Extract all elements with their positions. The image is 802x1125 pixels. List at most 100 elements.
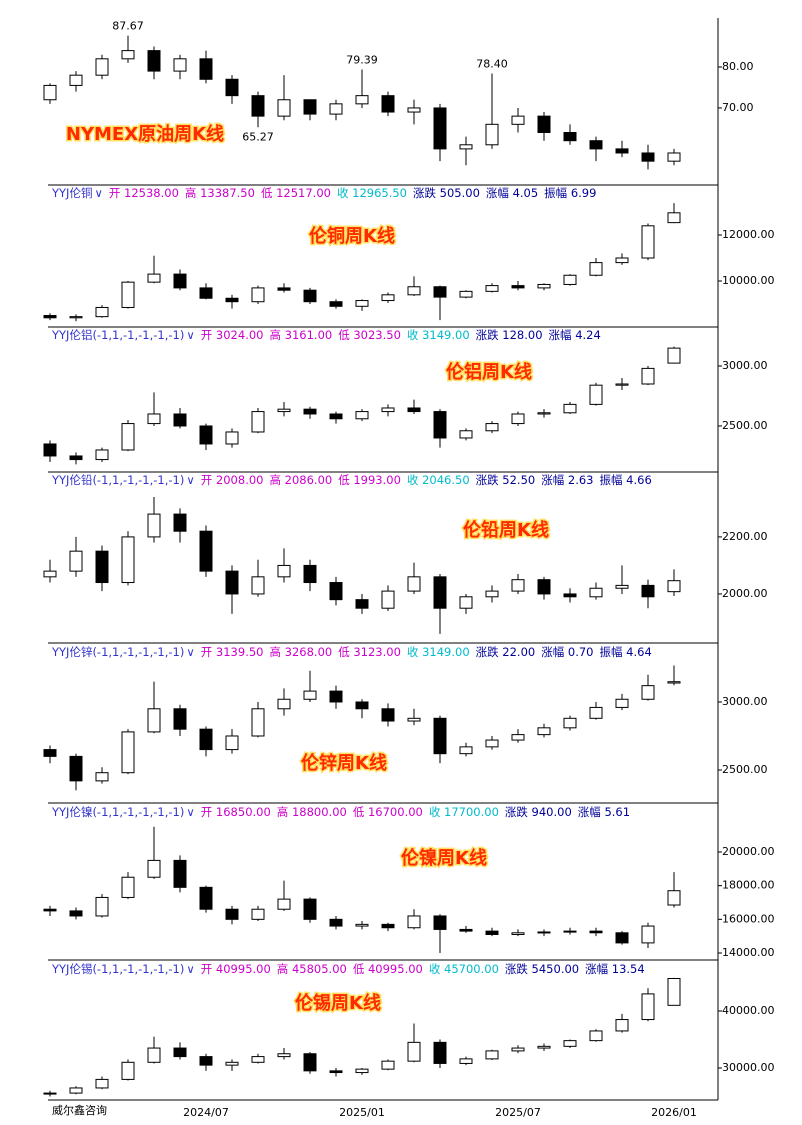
dropdown[interactable]: ∨ [186, 962, 195, 976]
field-label: 涨跌 [475, 473, 499, 487]
field: 开 40995.00 [201, 962, 271, 977]
field-label: 收 [406, 645, 419, 659]
field-label: 低 [352, 805, 365, 819]
candle-body [433, 576, 447, 609]
candle-body [511, 115, 525, 125]
field-label: 振幅 [599, 645, 623, 659]
candle-body [251, 95, 265, 117]
field: 涨幅 4.05 [486, 186, 538, 201]
candle-body [537, 283, 551, 289]
candle-body [147, 273, 161, 283]
candle-body [43, 749, 57, 757]
y-tick-label: 40000.00 [722, 1004, 775, 1017]
field-label: 涨跌 [504, 962, 528, 976]
candle-body [537, 931, 551, 934]
dropdown[interactable]: ∨ [186, 328, 195, 342]
candle-body [485, 590, 499, 598]
candle-body [251, 1056, 265, 1063]
candle-body [95, 550, 109, 584]
candle-body [69, 910, 83, 917]
candle-body [459, 928, 473, 932]
field-value: 0.70 [567, 645, 594, 659]
field-label: 低 [338, 645, 350, 659]
candle-body [459, 1058, 473, 1064]
candle-body [69, 755, 83, 782]
field-value: 3149.00 [422, 328, 470, 342]
field: 涨跌 5450.00 [505, 962, 579, 977]
field-label: 低 [338, 473, 350, 487]
field-value: 18800.00 [291, 805, 347, 819]
candle-body [407, 576, 421, 592]
dropdown[interactable]: ∨ [186, 645, 195, 659]
dropdown[interactable]: ∨ [94, 186, 103, 200]
field: 高 13387.50 [185, 186, 255, 201]
candle-body [303, 289, 317, 303]
field: 收 12965.50 [337, 186, 407, 201]
candle-body [563, 593, 577, 598]
candle-body [667, 978, 681, 1006]
field-label: 开 [200, 962, 213, 976]
candle-body [69, 316, 83, 319]
candle-body [355, 599, 369, 609]
field-value: 3149.00 [422, 645, 470, 659]
candle-body [173, 58, 187, 72]
candle-body [511, 285, 525, 289]
y-tick-label: 3000.00 [722, 695, 768, 708]
candle-body [459, 596, 473, 609]
field: 收 2046.50 [407, 473, 470, 488]
field-label: 涨幅 [548, 328, 572, 342]
candle-body [615, 383, 629, 386]
candle-body [329, 690, 343, 703]
field-value: 12965.50 [352, 186, 407, 200]
candle-body [407, 107, 421, 113]
field-value: 1993.00 [353, 473, 401, 487]
field-value: 3123.00 [353, 645, 401, 659]
candle-body [225, 78, 239, 97]
candle-body [511, 579, 525, 592]
candle-body [95, 1078, 109, 1089]
candle-body [537, 1045, 551, 1049]
field: 收 45700.00 [429, 962, 499, 977]
indicator-name: YYJ伦镍(-1,1,-1,-1,-1,-1) [52, 805, 185, 819]
annotation: 65.27 [242, 130, 274, 143]
field-value: 6.99 [570, 186, 597, 200]
dropdown[interactable]: ∨ [186, 805, 195, 819]
candle-body [329, 103, 343, 115]
candle-body [459, 290, 473, 298]
candle-body [381, 590, 395, 609]
field-value: 4.64 [626, 645, 652, 659]
candle-body [277, 564, 291, 578]
candle-body [485, 930, 499, 935]
candle-body [277, 408, 291, 413]
candle-body [95, 449, 109, 461]
candle-body [121, 423, 135, 451]
field-label: 涨幅 [541, 645, 565, 659]
candle-body [615, 148, 629, 154]
candle-body [433, 107, 447, 150]
candle-body [589, 384, 603, 405]
field-label: 涨幅 [577, 805, 601, 819]
field-value: 3023.50 [353, 328, 401, 342]
candle-body [147, 708, 161, 733]
candle-body [225, 431, 239, 445]
field: 涨幅 4.24 [549, 328, 601, 343]
field-label: 收 [336, 186, 349, 200]
field-value: 45805.00 [291, 962, 347, 976]
field-label: 收 [428, 962, 441, 976]
candle-body [433, 717, 447, 755]
field-value: 16700.00 [367, 805, 423, 819]
field-value: 3139.50 [215, 645, 264, 659]
field: 涨跌 505.00 [413, 186, 480, 201]
field-value: 4.05 [512, 186, 539, 200]
candle-body [303, 408, 317, 415]
x-tick-label: 2026/01 [651, 1106, 697, 1119]
candle-body [121, 731, 135, 774]
field: 收 3149.00 [407, 645, 470, 660]
annotation: 78.40 [476, 58, 508, 71]
dropdown[interactable]: ∨ [186, 473, 195, 487]
candle-body [43, 1092, 57, 1095]
candle-body [121, 536, 135, 584]
field: 涨幅 0.70 [541, 645, 593, 660]
candle-body [511, 1047, 525, 1052]
candle-body [303, 564, 317, 584]
